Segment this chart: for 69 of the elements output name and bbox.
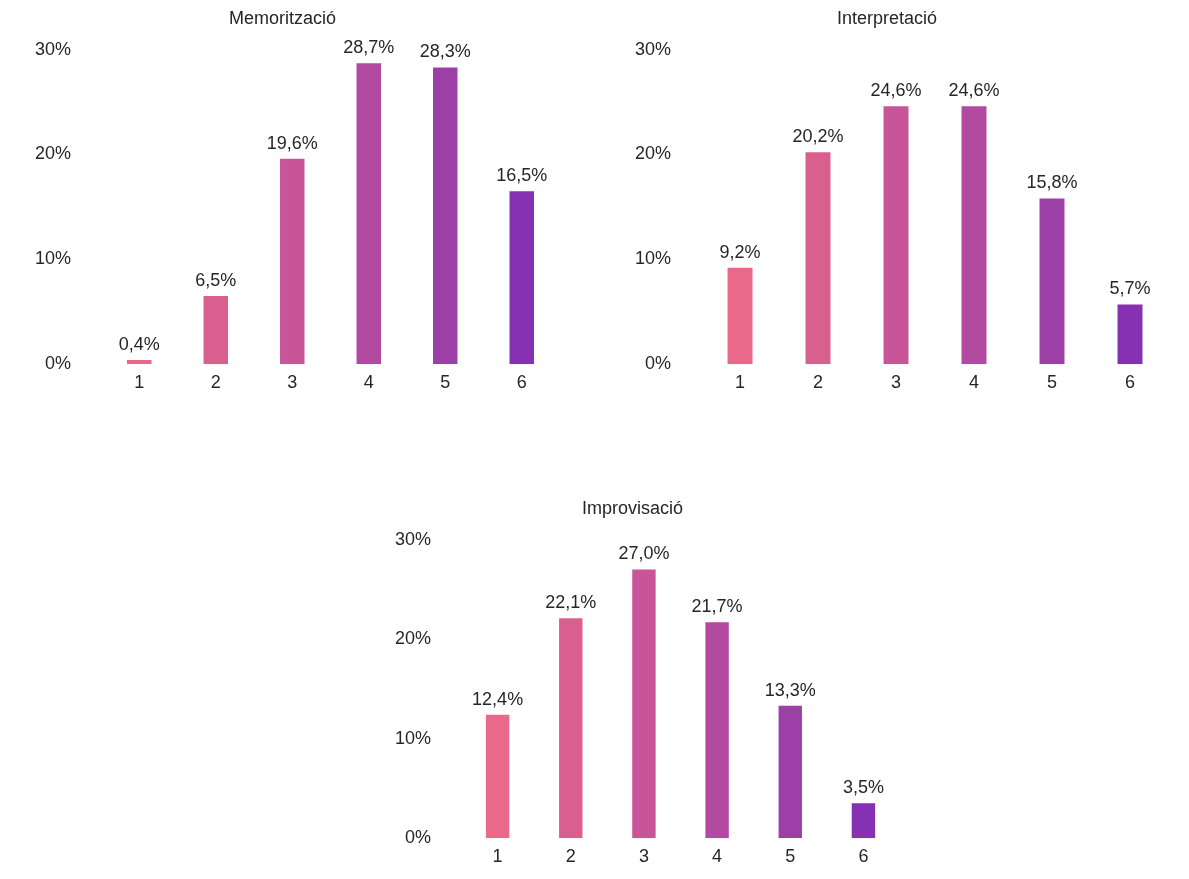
y-tick-label: 30%: [395, 528, 432, 549]
y-tick-label: 10%: [635, 248, 672, 269]
data-label: 12,4%: [472, 688, 524, 709]
x-tick-label: 1: [492, 845, 503, 866]
x-tick-label: 2: [813, 371, 824, 392]
bar: [632, 569, 656, 839]
x-tick-label: 4: [712, 845, 723, 866]
data-label: 0,4%: [118, 333, 160, 354]
bar: [433, 67, 458, 365]
x-tick-label: 6: [516, 371, 527, 392]
chart-title: Improvisació: [581, 497, 684, 518]
x-tick-label: 6: [858, 845, 869, 866]
bar: [805, 152, 831, 365]
data-label: 13,3%: [764, 679, 816, 700]
y-tick-label: 10%: [35, 248, 72, 269]
y-tick-label: 20%: [395, 628, 432, 649]
bar: [705, 622, 729, 839]
data-label: 15,8%: [1026, 172, 1078, 193]
x-tick-label: 5: [785, 845, 796, 866]
x-tick-label: 6: [1124, 371, 1136, 392]
data-label: 19,6%: [266, 132, 318, 153]
bar: [559, 618, 583, 839]
chart-title: Memorització: [228, 7, 337, 28]
x-tick-label: 4: [969, 371, 980, 392]
bar: [1117, 304, 1143, 365]
y-tick-label: 20%: [635, 143, 672, 164]
data-label: 3,5%: [842, 777, 884, 798]
x-tick-label: 3: [638, 845, 649, 866]
bar: [1039, 198, 1065, 365]
y-tick-label: 0%: [645, 353, 672, 374]
bar: [961, 106, 987, 365]
bar: [778, 705, 802, 839]
data-label: 16,5%: [496, 165, 548, 186]
x-tick-label: 3: [891, 371, 902, 392]
bar: [485, 714, 510, 839]
y-tick-label: 30%: [635, 38, 672, 59]
data-label: 28,3%: [419, 41, 471, 62]
bar: [280, 158, 305, 365]
x-tick-label: 1: [735, 371, 746, 392]
x-tick-label: 4: [363, 371, 374, 392]
data-label: 5,7%: [1109, 278, 1151, 299]
bar: [883, 106, 909, 365]
x-tick-label: 3: [287, 371, 298, 392]
data-label: 9,2%: [719, 241, 761, 262]
data-label: 24,6%: [870, 80, 922, 101]
y-tick-label: 20%: [35, 143, 72, 164]
x-tick-label: 2: [210, 371, 221, 392]
data-label: 28,7%: [343, 37, 395, 58]
bar: [851, 803, 876, 839]
chart-title: Interpretació: [836, 7, 938, 28]
data-label: 24,6%: [948, 80, 1000, 101]
data-label: 20,2%: [792, 126, 844, 147]
x-tick-label: 1: [134, 371, 145, 392]
y-tick-label: 30%: [35, 38, 72, 59]
bar: [509, 191, 534, 365]
y-tick-label: 10%: [395, 727, 432, 748]
x-tick-label: 5: [440, 371, 451, 392]
x-tick-label: 5: [1047, 371, 1058, 392]
y-tick-label: 0%: [405, 827, 432, 848]
x-tick-label: 2: [565, 845, 576, 866]
data-label: 21,7%: [691, 596, 743, 617]
y-tick-label: 0%: [45, 353, 72, 374]
bar: [127, 360, 152, 365]
data-label: 6,5%: [195, 270, 237, 291]
bar: [356, 63, 381, 365]
data-label: 22,1%: [545, 592, 597, 613]
bar: [203, 296, 229, 365]
data-label: 27,0%: [618, 543, 670, 564]
bar: [727, 267, 753, 365]
